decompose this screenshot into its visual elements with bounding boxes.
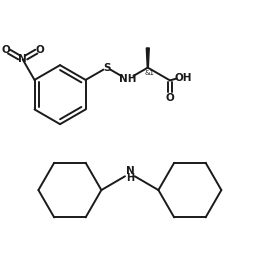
Text: S: S xyxy=(103,63,111,73)
Text: N: N xyxy=(18,54,27,65)
Text: O: O xyxy=(166,93,174,103)
Text: H: H xyxy=(126,173,134,183)
Text: &1: &1 xyxy=(145,69,155,76)
Text: O: O xyxy=(35,45,44,55)
Polygon shape xyxy=(146,48,149,68)
Text: O: O xyxy=(1,45,10,55)
Text: N: N xyxy=(125,167,134,176)
Text: NH: NH xyxy=(119,75,136,84)
Text: OH: OH xyxy=(175,73,192,83)
